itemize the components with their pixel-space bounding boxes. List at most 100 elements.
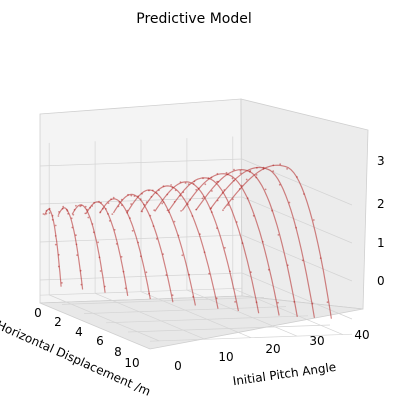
data-point	[267, 268, 270, 271]
y-tick-label: 40	[354, 328, 369, 342]
data-point	[91, 223, 94, 225]
z-tick-label: 3	[377, 154, 385, 168]
data-point	[170, 184, 173, 186]
data-point	[217, 180, 220, 183]
data-point	[210, 207, 213, 210]
data-point	[171, 186, 174, 189]
data-point	[48, 212, 51, 214]
data-point	[117, 205, 120, 208]
y-tick-label: 20	[265, 342, 280, 356]
data-point	[97, 241, 99, 244]
data-point	[48, 207, 51, 210]
data-point	[67, 212, 69, 215]
data-point	[45, 212, 48, 215]
grid-line	[241, 158, 353, 206]
data-point	[173, 220, 176, 223]
trajectory-line	[209, 166, 315, 318]
trajectory-line	[168, 177, 260, 314]
grid-line	[241, 272, 353, 320]
data-point	[319, 257, 322, 260]
data-point	[249, 170, 252, 172]
data-point	[233, 179, 235, 182]
y-tick-label: 30	[309, 334, 324, 348]
data-point	[110, 198, 112, 201]
x-tick-label: 6	[96, 334, 104, 348]
data-point	[252, 214, 255, 217]
data-point	[187, 183, 190, 186]
data-point	[107, 202, 110, 205]
data-point	[57, 253, 60, 256]
trajectory-line	[154, 181, 239, 312]
data-point	[137, 241, 140, 244]
data-point	[199, 233, 201, 236]
data-point	[89, 206, 92, 209]
data-point	[296, 176, 298, 178]
data-point	[108, 220, 111, 222]
data-point	[129, 217, 131, 220]
x-tick-label: 2	[54, 315, 62, 329]
data-point	[72, 213, 75, 216]
data-point	[202, 177, 204, 180]
grid-line	[140, 291, 252, 339]
data-point	[54, 243, 57, 246]
data-point	[111, 213, 114, 216]
data-point	[202, 195, 205, 198]
data-point	[239, 169, 242, 172]
grid-line	[39, 158, 243, 167]
data-point	[61, 207, 64, 210]
data-point	[210, 176, 213, 179]
data-point	[76, 254, 78, 256]
data-point	[233, 168, 235, 171]
trajectory-line	[99, 198, 151, 300]
z-tick-label: 2	[377, 197, 385, 211]
data-point	[173, 200, 176, 203]
data-point	[105, 208, 107, 210]
data-point	[229, 270, 231, 273]
data-point	[120, 198, 123, 201]
data-point	[98, 200, 100, 203]
data-point	[262, 168, 265, 170]
data-point	[141, 192, 143, 195]
data-point	[225, 171, 228, 174]
data-point	[51, 214, 54, 217]
data-point	[61, 282, 63, 284]
data-point	[272, 170, 275, 173]
data-point	[113, 228, 116, 231]
data-point	[216, 172, 219, 175]
data-point	[99, 211, 102, 214]
x-tick-label: 4	[75, 325, 83, 339]
data-point	[250, 271, 252, 274]
data-point	[80, 204, 83, 207]
data-point	[261, 240, 264, 243]
data-point	[188, 273, 191, 276]
data-point	[286, 264, 289, 267]
data-point	[174, 189, 177, 192]
y-axis-label: Initial Pitch Angle	[232, 360, 337, 388]
data-point	[42, 213, 45, 215]
data-point	[112, 196, 115, 199]
trajectory-line	[223, 164, 332, 319]
data-point	[204, 183, 207, 186]
data-point	[246, 197, 249, 200]
data-point	[238, 188, 241, 190]
data-point	[245, 178, 248, 181]
data-point	[226, 173, 229, 176]
data-point	[130, 203, 133, 205]
data-point	[255, 176, 258, 179]
data-point	[184, 182, 187, 184]
data-point	[148, 189, 150, 192]
data-point	[130, 194, 133, 197]
data-point	[182, 191, 185, 194]
data-point	[286, 168, 288, 170]
data-point	[208, 272, 211, 275]
data-point	[137, 195, 140, 198]
data-point	[180, 210, 183, 212]
grid-line	[49, 294, 160, 342]
data-point	[80, 283, 83, 286]
data-point	[232, 198, 234, 201]
data-point	[145, 201, 148, 204]
data-point	[150, 195, 153, 198]
x-tick-label: 8	[114, 345, 122, 359]
data-point	[223, 189, 226, 191]
